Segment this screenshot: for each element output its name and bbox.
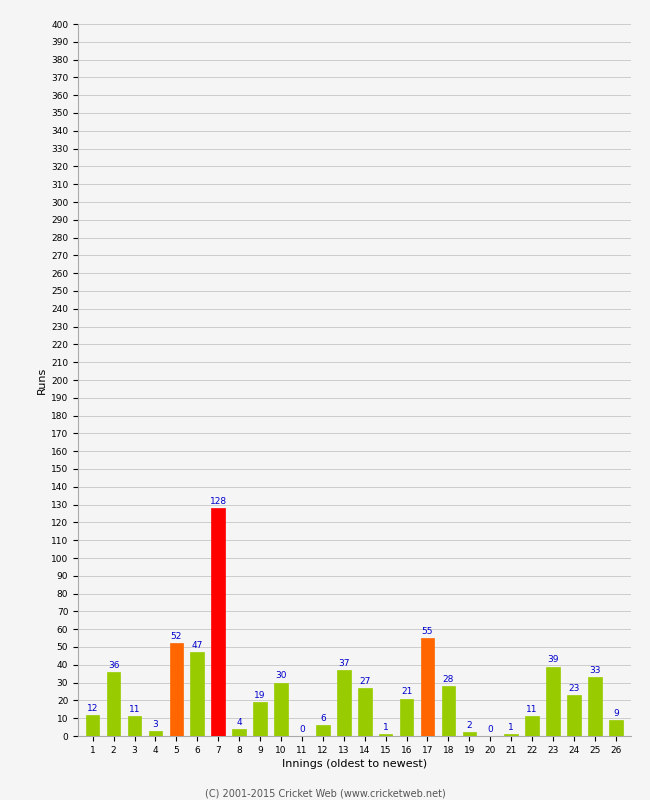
Text: 36: 36 xyxy=(108,661,120,670)
Bar xyxy=(609,720,623,736)
Text: 11: 11 xyxy=(526,706,538,714)
Text: 27: 27 xyxy=(359,677,370,686)
Bar xyxy=(546,666,560,736)
Bar xyxy=(588,678,602,736)
Bar xyxy=(149,730,162,736)
Bar xyxy=(421,638,434,736)
Bar xyxy=(441,686,455,736)
Text: 0: 0 xyxy=(299,725,305,734)
Bar xyxy=(127,717,141,736)
Bar xyxy=(463,733,476,736)
Text: 1: 1 xyxy=(383,723,389,732)
Text: 4: 4 xyxy=(237,718,242,726)
Bar xyxy=(232,729,246,736)
Bar xyxy=(107,672,120,736)
X-axis label: Innings (oldest to newest): Innings (oldest to newest) xyxy=(281,759,427,769)
Text: 12: 12 xyxy=(87,703,98,713)
Bar xyxy=(567,695,581,736)
Bar xyxy=(211,508,225,736)
Bar xyxy=(504,734,518,736)
Y-axis label: Runs: Runs xyxy=(37,366,47,394)
Bar xyxy=(316,726,330,736)
Text: (C) 2001-2015 Cricket Web (www.cricketweb.net): (C) 2001-2015 Cricket Web (www.cricketwe… xyxy=(205,788,445,798)
Bar xyxy=(358,688,372,736)
Text: 3: 3 xyxy=(153,719,159,729)
Text: 47: 47 xyxy=(192,642,203,650)
Text: 23: 23 xyxy=(568,684,580,693)
Text: 128: 128 xyxy=(210,497,227,506)
Bar xyxy=(379,734,393,736)
Text: 37: 37 xyxy=(338,659,350,668)
Text: 52: 52 xyxy=(171,632,182,642)
Text: 9: 9 xyxy=(613,709,619,718)
Text: 6: 6 xyxy=(320,714,326,723)
Bar xyxy=(337,670,350,736)
Bar xyxy=(170,643,183,736)
Bar xyxy=(400,698,413,736)
Text: 33: 33 xyxy=(589,666,601,675)
Bar xyxy=(525,717,539,736)
Text: 30: 30 xyxy=(275,671,287,681)
Text: 1: 1 xyxy=(508,723,514,732)
Text: 19: 19 xyxy=(254,691,266,700)
Text: 2: 2 xyxy=(467,722,472,730)
Bar xyxy=(254,702,267,736)
Bar xyxy=(190,652,204,736)
Text: 39: 39 xyxy=(547,655,559,665)
Bar xyxy=(86,714,99,736)
Bar xyxy=(274,682,288,736)
Text: 11: 11 xyxy=(129,706,140,714)
Text: 28: 28 xyxy=(443,675,454,684)
Text: 21: 21 xyxy=(401,687,412,697)
Text: 55: 55 xyxy=(422,627,434,636)
Text: 0: 0 xyxy=(488,725,493,734)
